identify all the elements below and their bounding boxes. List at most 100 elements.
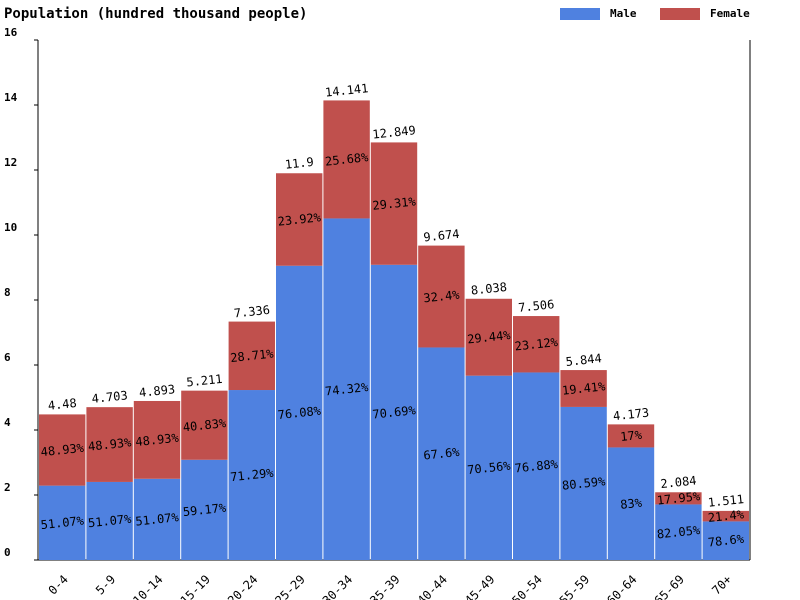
x-tick-label: 55-59 bbox=[557, 572, 592, 600]
data-label: 76.88% bbox=[514, 457, 559, 476]
x-tick-label: 70+ bbox=[709, 572, 734, 597]
x-tick-label: 35-39 bbox=[367, 572, 402, 600]
data-label: 21.4% bbox=[707, 507, 745, 525]
bar-segment bbox=[276, 173, 323, 266]
y-tick-label: 4 bbox=[4, 416, 11, 429]
data-label: 48.93% bbox=[87, 435, 132, 454]
data-label: 70.69% bbox=[372, 403, 417, 422]
y-tick-label: 10 bbox=[4, 221, 17, 234]
bar-segment bbox=[370, 142, 418, 265]
data-label: 78.6% bbox=[707, 532, 745, 550]
bar-segment bbox=[702, 510, 749, 522]
bar-segment bbox=[133, 478, 181, 560]
bar-segment bbox=[702, 521, 749, 560]
bar-segment bbox=[228, 321, 275, 391]
x-tick-label: 20-24 bbox=[225, 572, 260, 600]
total-label: 4.893 bbox=[138, 382, 175, 400]
bar-segment bbox=[86, 407, 133, 482]
data-label: 67.6% bbox=[423, 445, 461, 463]
x-tick-label: 40-44 bbox=[415, 572, 450, 600]
total-label: 4.48 bbox=[47, 396, 77, 413]
bar-segment bbox=[133, 400, 181, 479]
y-tick-label: 12 bbox=[4, 156, 17, 169]
total-label: 4.703 bbox=[91, 388, 128, 406]
data-label: 51.07% bbox=[135, 510, 180, 529]
bar-segment bbox=[465, 375, 512, 560]
data-label: 51.07% bbox=[87, 512, 132, 531]
x-tick-label: 45-49 bbox=[462, 572, 497, 600]
bar-segment bbox=[323, 218, 370, 560]
y-tick-label: 8 bbox=[4, 286, 11, 299]
bar-segment bbox=[181, 459, 228, 560]
total-label: 12.849 bbox=[372, 123, 417, 141]
data-label: 74.32% bbox=[324, 380, 369, 399]
legend-label: Male bbox=[610, 7, 637, 20]
bar-segment bbox=[276, 265, 323, 560]
bar-segment bbox=[39, 485, 86, 560]
legend-swatch bbox=[560, 8, 600, 20]
data-label: 25.68% bbox=[324, 150, 369, 169]
data-label: 32.4% bbox=[423, 288, 461, 306]
data-label: 70.56% bbox=[467, 459, 512, 478]
legend-swatch bbox=[660, 8, 700, 20]
total-label: 9.674 bbox=[423, 227, 460, 245]
data-label: 76.08% bbox=[277, 404, 322, 423]
y-tick-label: 0 bbox=[4, 546, 11, 559]
chart-title: Population (hundred thousand people) bbox=[4, 6, 307, 22]
data-label: 82.05% bbox=[656, 523, 701, 542]
total-label: 2.084 bbox=[660, 473, 697, 491]
bar-segment bbox=[655, 492, 702, 505]
data-label: 83% bbox=[620, 496, 644, 512]
y-tick-label: 2 bbox=[4, 481, 11, 494]
bar-segment bbox=[181, 390, 228, 460]
bar-segment bbox=[86, 481, 133, 560]
data-label: 29.44% bbox=[467, 328, 512, 347]
bar-segment bbox=[418, 245, 465, 348]
bar-segment bbox=[418, 347, 465, 560]
bar-segment bbox=[607, 447, 655, 560]
total-label: 7.506 bbox=[518, 297, 555, 315]
total-label: 1.511 bbox=[707, 492, 744, 510]
y-tick-label: 14 bbox=[4, 91, 18, 104]
data-label: 59.17% bbox=[182, 501, 227, 520]
y-tick-label: 6 bbox=[4, 351, 11, 364]
data-label: 71.29% bbox=[230, 466, 275, 485]
data-label: 48.93% bbox=[135, 431, 180, 450]
bar-segment bbox=[323, 100, 370, 219]
x-tick-label: 15-19 bbox=[178, 572, 213, 600]
total-label: 14.141 bbox=[324, 81, 369, 99]
data-label: 29.31% bbox=[372, 194, 417, 213]
bar-segment bbox=[607, 424, 655, 448]
total-label: 7.336 bbox=[233, 303, 270, 321]
total-label: 5.844 bbox=[565, 351, 602, 369]
data-label: 17% bbox=[620, 428, 644, 444]
x-tick-label: 50-54 bbox=[509, 572, 544, 600]
bar-segment bbox=[560, 406, 607, 560]
data-label: 23.12% bbox=[514, 335, 559, 354]
bar-segment bbox=[465, 298, 512, 376]
bar-segment bbox=[228, 390, 275, 560]
x-tick-label: 30-34 bbox=[320, 572, 355, 600]
x-tick-label: 0-4 bbox=[46, 572, 71, 597]
total-label: 4.173 bbox=[612, 406, 649, 424]
bar-segment bbox=[560, 370, 607, 407]
x-tick-label: 10-14 bbox=[130, 572, 165, 600]
total-label: 11.9 bbox=[284, 155, 314, 172]
x-tick-label: 5-9 bbox=[93, 572, 118, 597]
bar-segment bbox=[39, 414, 86, 486]
data-label: 80.59% bbox=[561, 474, 606, 493]
data-label: 23.92% bbox=[277, 210, 322, 229]
x-tick-label: 60-64 bbox=[604, 572, 639, 600]
bar-segment bbox=[513, 316, 560, 373]
legend-label: Female bbox=[710, 7, 750, 20]
bar-segment bbox=[370, 264, 418, 560]
x-tick-label: 25-29 bbox=[272, 572, 307, 600]
total-label: 8.038 bbox=[470, 280, 507, 298]
x-tick-label: 65-69 bbox=[652, 572, 687, 600]
bar-segment bbox=[655, 504, 702, 560]
data-label: 51.07% bbox=[40, 514, 85, 533]
bar-segment bbox=[513, 372, 560, 560]
data-label: 19.41% bbox=[561, 379, 606, 398]
y-tick-label: 16 bbox=[4, 26, 18, 39]
